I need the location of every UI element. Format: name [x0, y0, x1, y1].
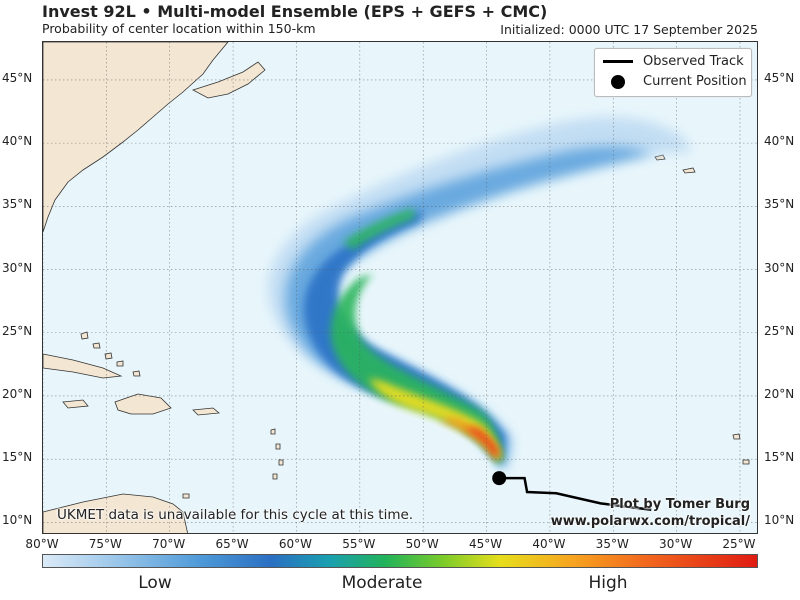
lat-label-right: 40°N — [764, 134, 795, 149]
map-subtitle: Probability of center location within 15… — [42, 21, 316, 36]
lon-label: 40°W — [532, 537, 566, 551]
south-america — [43, 493, 188, 533]
cuba — [43, 353, 123, 379]
credit-author: Plot by Tomer Burg — [609, 497, 750, 512]
legend-position-label: Current Position — [643, 74, 747, 89]
initialized-time: Initialized: 0000 UTC 17 September 2025 — [500, 22, 758, 37]
lat-label-right: 10°N — [764, 513, 795, 528]
credit-url[interactable]: www.polarwx.com/tropical/ — [550, 514, 750, 529]
map-legend: Observed Track Current Position — [594, 48, 752, 97]
lat-label-right: 20°N — [764, 386, 795, 401]
legend-track-row: Observed Track — [603, 54, 744, 69]
lat-label-left: 40°N — [2, 134, 33, 149]
lat-label-right: 45°N — [764, 70, 795, 85]
lon-label: 60°W — [278, 537, 313, 551]
lat-label-left: 10°N — [2, 513, 33, 528]
lon-label: 25°W — [722, 537, 756, 551]
map-canvas[interactable] — [43, 42, 758, 534]
lat-label-left: 30°N — [2, 260, 33, 275]
map-panel[interactable] — [42, 41, 758, 534]
lat-label-right: 15°N — [764, 450, 795, 465]
land — [43, 42, 750, 533]
lon-label: 35°W — [595, 537, 629, 551]
lat-label-left: 20°N — [2, 386, 33, 401]
nova-scotia — [191, 61, 266, 99]
lon-label: 80°W — [25, 537, 59, 551]
colorbar-moderate-label: Moderate — [341, 573, 423, 593]
ukmet-note: UKMET data is unavailable for this cycle… — [57, 507, 414, 523]
probability-plume — [267, 117, 693, 472]
north-america-coast — [43, 42, 229, 233]
legend-position-row: Current Position — [603, 74, 747, 89]
lon-label: 55°W — [342, 537, 376, 551]
lon-label: 65°W — [215, 537, 249, 551]
azores-2 — [682, 167, 696, 174]
lat-label-left: 45°N — [2, 70, 33, 85]
position-dot-swatch — [611, 74, 625, 89]
lat-label-right: 30°N — [764, 260, 795, 275]
lon-label: 45°W — [468, 537, 503, 551]
lon-label: 75°W — [88, 537, 122, 551]
lon-label: 70°W — [152, 537, 186, 551]
map-title: Invest 92L • Multi-model Ensemble (EPS +… — [42, 2, 548, 21]
probability-colorbar — [42, 554, 758, 568]
lat-label-left: 15°N — [2, 450, 33, 465]
puerto-rico — [192, 407, 220, 416]
track-line-swatch — [603, 60, 633, 63]
lon-label: 30°W — [659, 537, 693, 551]
cape-verde-1 — [732, 433, 741, 440]
azores-1 — [654, 154, 666, 161]
current-position-marker — [492, 471, 507, 486]
bahamas-islands — [80, 331, 284, 499]
colorbar-high-label: High — [588, 573, 628, 593]
jamaica — [62, 399, 89, 409]
colorbar-low-label: Low — [138, 573, 172, 593]
lat-label-right: 25°N — [764, 323, 795, 338]
lat-label-right: 35°N — [764, 197, 795, 212]
hispaniola — [114, 393, 172, 415]
lat-label-left: 35°N — [2, 197, 33, 212]
observed-track — [499, 476, 652, 511]
lon-label: 50°W — [405, 537, 439, 551]
cape-verde-2 — [742, 459, 750, 465]
lat-label-left: 25°N — [2, 323, 33, 338]
legend-track-label: Observed Track — [643, 54, 744, 69]
